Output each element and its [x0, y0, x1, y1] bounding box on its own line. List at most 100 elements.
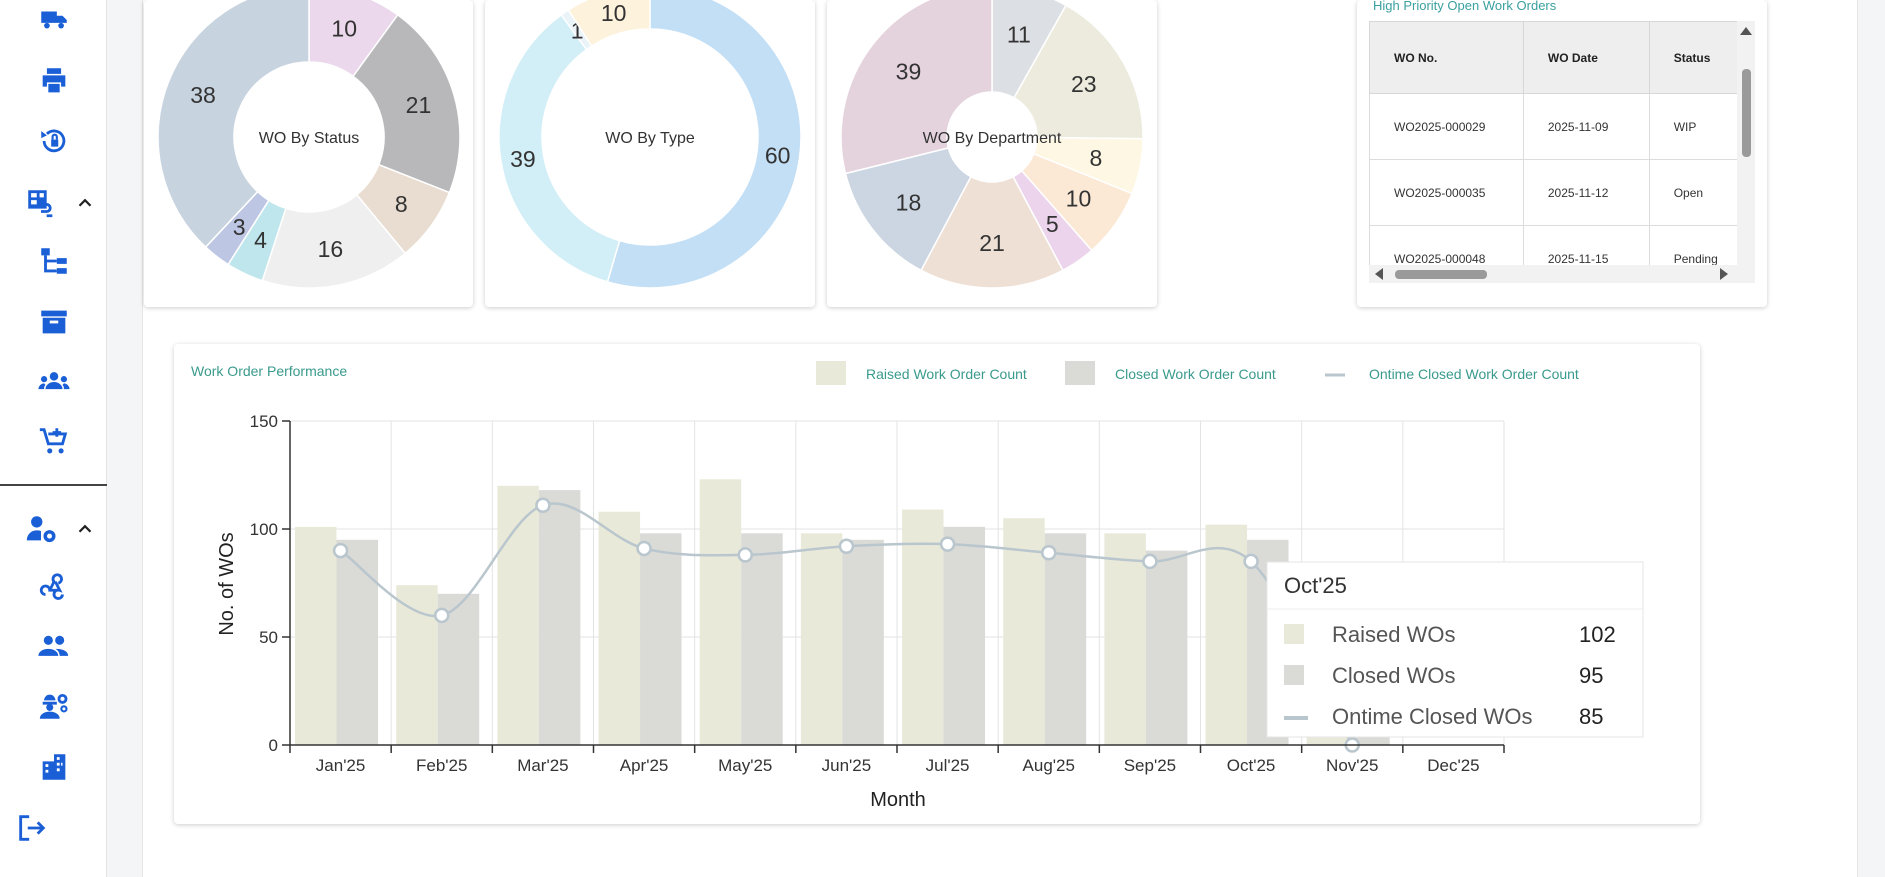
legend-label[interactable]: Raised Work Order Count	[866, 366, 1027, 382]
ontime-point[interactable]	[939, 536, 956, 552]
cell-wo-no: WO2025-000029	[1369, 93, 1524, 160]
ontime-point[interactable]	[1142, 553, 1158, 570]
slice-label: 4	[254, 227, 267, 253]
bar-raised[interactable]	[800, 533, 843, 745]
donut-slice[interactable]	[1013, 4, 1144, 140]
sidebar-item-webhook[interactable]	[0, 564, 107, 608]
bar-closed[interactable]	[336, 539, 379, 745]
bar-closed[interactable]	[842, 539, 884, 745]
slice-label: 11	[1007, 21, 1031, 47]
wo-by-department-card: 11 23 8 10 5 21 18 39 WO By Department	[827, 0, 1157, 307]
table-row[interactable]: WO2025-000029 2025-11-09 WIP	[1369, 93, 1755, 160]
archive-icon	[40, 310, 67, 334]
bar-raised[interactable]	[598, 511, 641, 745]
bar-closed[interactable]	[1145, 550, 1188, 745]
donut-slice[interactable]	[567, 0, 651, 48]
legend-swatch[interactable]	[1065, 361, 1095, 385]
table-viewport[interactable]: WO No. WO Date Status WO2025-000029 2025…	[1369, 21, 1755, 283]
slice-label: 3	[233, 214, 246, 240]
sidebar-item-hierarchy[interactable]	[0, 239, 107, 283]
cell-wo-date: 2025-11-12	[1522, 159, 1650, 226]
sidebar-item-logout[interactable]	[0, 806, 85, 850]
vertical-scrollbar[interactable]	[1737, 21, 1755, 283]
bar-closed[interactable]	[538, 490, 581, 745]
slice-label: 39	[896, 59, 922, 85]
ontime-point[interactable]	[535, 497, 551, 513]
bar-closed[interactable]	[1044, 533, 1087, 745]
donut-center-label: WO By Department	[923, 130, 1062, 147]
sidebar-item-people[interactable]	[0, 624, 107, 668]
ontime-point[interactable]	[1243, 553, 1259, 570]
sidebar-item-add-cart[interactable]	[0, 419, 107, 463]
ontime-point[interactable]	[434, 607, 450, 624]
legend-label[interactable]: Ontime Closed Work Order Count	[1369, 366, 1579, 382]
donut-slice[interactable]	[498, 13, 621, 283]
scroll-left-icon[interactable]	[1375, 268, 1383, 280]
slice-label: 5	[1046, 211, 1059, 237]
x-tick-label: Dec'25	[1427, 756, 1479, 775]
donut-center-label: WO By Type	[605, 130, 695, 147]
bar-raised[interactable]	[699, 479, 742, 745]
legend-swatch[interactable]	[816, 361, 846, 385]
sidebar-item-building[interactable]	[0, 745, 107, 789]
chart-tooltip	[1266, 561, 1644, 738]
sidebar-item-fleet[interactable]	[0, 0, 107, 42]
slice-label: 10	[331, 16, 357, 42]
bar-closed[interactable]	[640, 533, 682, 745]
sidebar-item-engineer[interactable]	[0, 684, 107, 728]
tooltip-series-value: 95	[1579, 663, 1603, 688]
donut-slice[interactable]	[844, 146, 972, 272]
sidebar-item-archive[interactable]	[0, 300, 107, 344]
sidebar-group-admin[interactable]	[0, 506, 107, 550]
bar-raised[interactable]	[396, 585, 438, 745]
tooltip-series-name: Closed WOs	[1332, 663, 1455, 688]
scroll-right-icon[interactable]	[1720, 268, 1728, 280]
bar-raised[interactable]	[295, 526, 337, 745]
sidebar-group-assets[interactable]	[0, 180, 107, 224]
ontime-point[interactable]	[838, 538, 855, 555]
donut-slice[interactable]	[157, 0, 310, 249]
bar-raised[interactable]	[902, 509, 944, 745]
bar-closed[interactable]	[741, 533, 783, 745]
chart-title: Work Order Performance	[191, 363, 347, 379]
slice-label: 38	[190, 82, 216, 108]
x-axis-title: Month	[870, 789, 926, 811]
ontime-point[interactable]	[636, 540, 652, 557]
x-tick-label: Sep'25	[1124, 756, 1176, 775]
sidebar-item-lock-reset[interactable]	[0, 119, 107, 163]
donut-slice[interactable]	[606, 0, 802, 289]
ontime-point[interactable]	[1041, 545, 1057, 561]
ontime-point[interactable]	[737, 547, 753, 563]
bar-raised[interactable]	[1104, 533, 1146, 745]
tooltip-swatch	[1284, 624, 1304, 644]
chevron-up-icon[interactable]	[74, 192, 96, 214]
horizontal-scroll-thumb[interactable]	[1395, 270, 1487, 279]
bar-closed[interactable]	[943, 526, 986, 745]
ontime-point[interactable]	[332, 542, 349, 559]
scroll-up-icon[interactable]	[1740, 27, 1752, 35]
horizontal-scrollbar[interactable]	[1369, 265, 1755, 283]
donut-slice[interactable]	[840, 0, 993, 175]
sidebar-item-print[interactable]	[0, 59, 107, 103]
column-header-wo-date[interactable]: WO Date	[1522, 21, 1650, 94]
x-tick-label: Feb'25	[416, 756, 467, 775]
column-header-wo-no[interactable]: WO No.	[1369, 21, 1524, 94]
legend-label[interactable]: Closed Work Order Count	[1115, 366, 1276, 382]
donut-slice[interactable]	[352, 13, 461, 194]
vertical-scroll-thumb[interactable]	[1742, 69, 1751, 157]
slice-label: 39	[510, 146, 536, 172]
slice-label: 10	[1066, 185, 1092, 211]
table-header-row: WO No. WO Date Status	[1369, 21, 1755, 94]
add-cart-icon	[39, 428, 67, 454]
x-tick-label: Mar'25	[517, 756, 568, 775]
cell-wo-date: 2025-11-09	[1522, 93, 1650, 160]
table-row[interactable]: WO2025-000035 2025-11-12 Open	[1369, 159, 1755, 226]
x-tick-label: Jul'25	[926, 756, 970, 775]
chevron-up-icon[interactable]	[74, 518, 96, 540]
bar-raised[interactable]	[1205, 524, 1248, 745]
sidebar-item-groups[interactable]	[0, 360, 107, 404]
bar-raised[interactable]	[497, 485, 539, 745]
bar-raised[interactable]	[1003, 518, 1045, 745]
engineer-icon	[39, 693, 68, 719]
